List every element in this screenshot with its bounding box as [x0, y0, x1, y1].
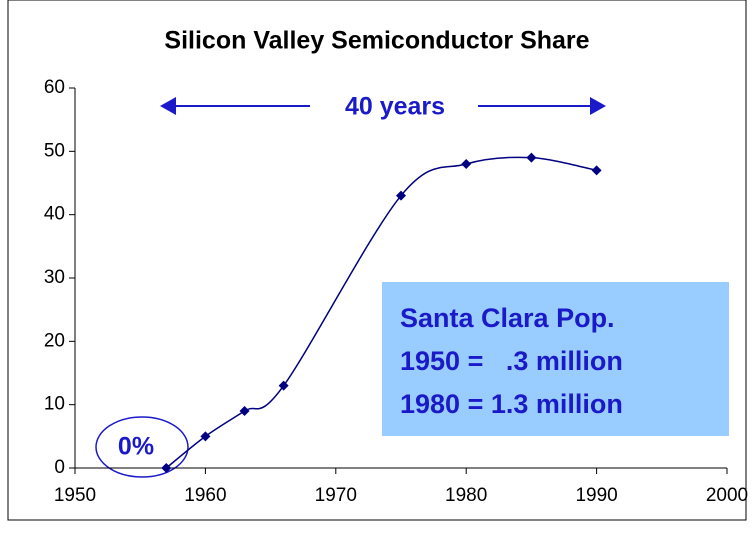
- chart-title: Silicon Valley Semiconductor Share: [164, 27, 589, 55]
- point: [239, 406, 250, 416]
- y-tick-label: 60: [44, 77, 65, 98]
- annotation-ellipse: [95, 416, 189, 478]
- note-box: [382, 282, 729, 436]
- annotation: 0%: [118, 433, 154, 461]
- point: [278, 380, 289, 391]
- y-tick-label: 30: [44, 267, 65, 288]
- x-tick-label: 2000: [706, 485, 748, 506]
- y-tick-label: 50: [44, 140, 65, 161]
- x-tick-label: 1980: [445, 485, 487, 506]
- arrow-head: [590, 97, 606, 115]
- line-series: [165, 156, 597, 469]
- arrow-head: [160, 97, 176, 115]
- point: [200, 431, 211, 442]
- y-tick-label: 10: [44, 394, 65, 415]
- x-tick-label: 1950: [54, 485, 96, 506]
- point: [526, 152, 537, 163]
- y-tick-label: 40: [44, 204, 65, 225]
- note-line: 1980 = 1.3 million: [400, 389, 623, 419]
- point: [591, 165, 602, 176]
- x-tick-label: 1960: [184, 485, 226, 506]
- chart-frame: [7, 0, 747, 521]
- point: [396, 190, 406, 201]
- point: [161, 463, 172, 473]
- y-tick-label: 0: [54, 457, 65, 478]
- note-line: Santa Clara Pop.: [400, 303, 615, 333]
- note-line: 1950 = .3 million: [400, 346, 623, 376]
- y-tick-label: 20: [44, 330, 65, 351]
- x-tick-label: 1970: [315, 485, 357, 506]
- point: [461, 159, 472, 169]
- x-tick-label: 1990: [575, 485, 617, 506]
- annotation: 40 years: [345, 93, 445, 121]
